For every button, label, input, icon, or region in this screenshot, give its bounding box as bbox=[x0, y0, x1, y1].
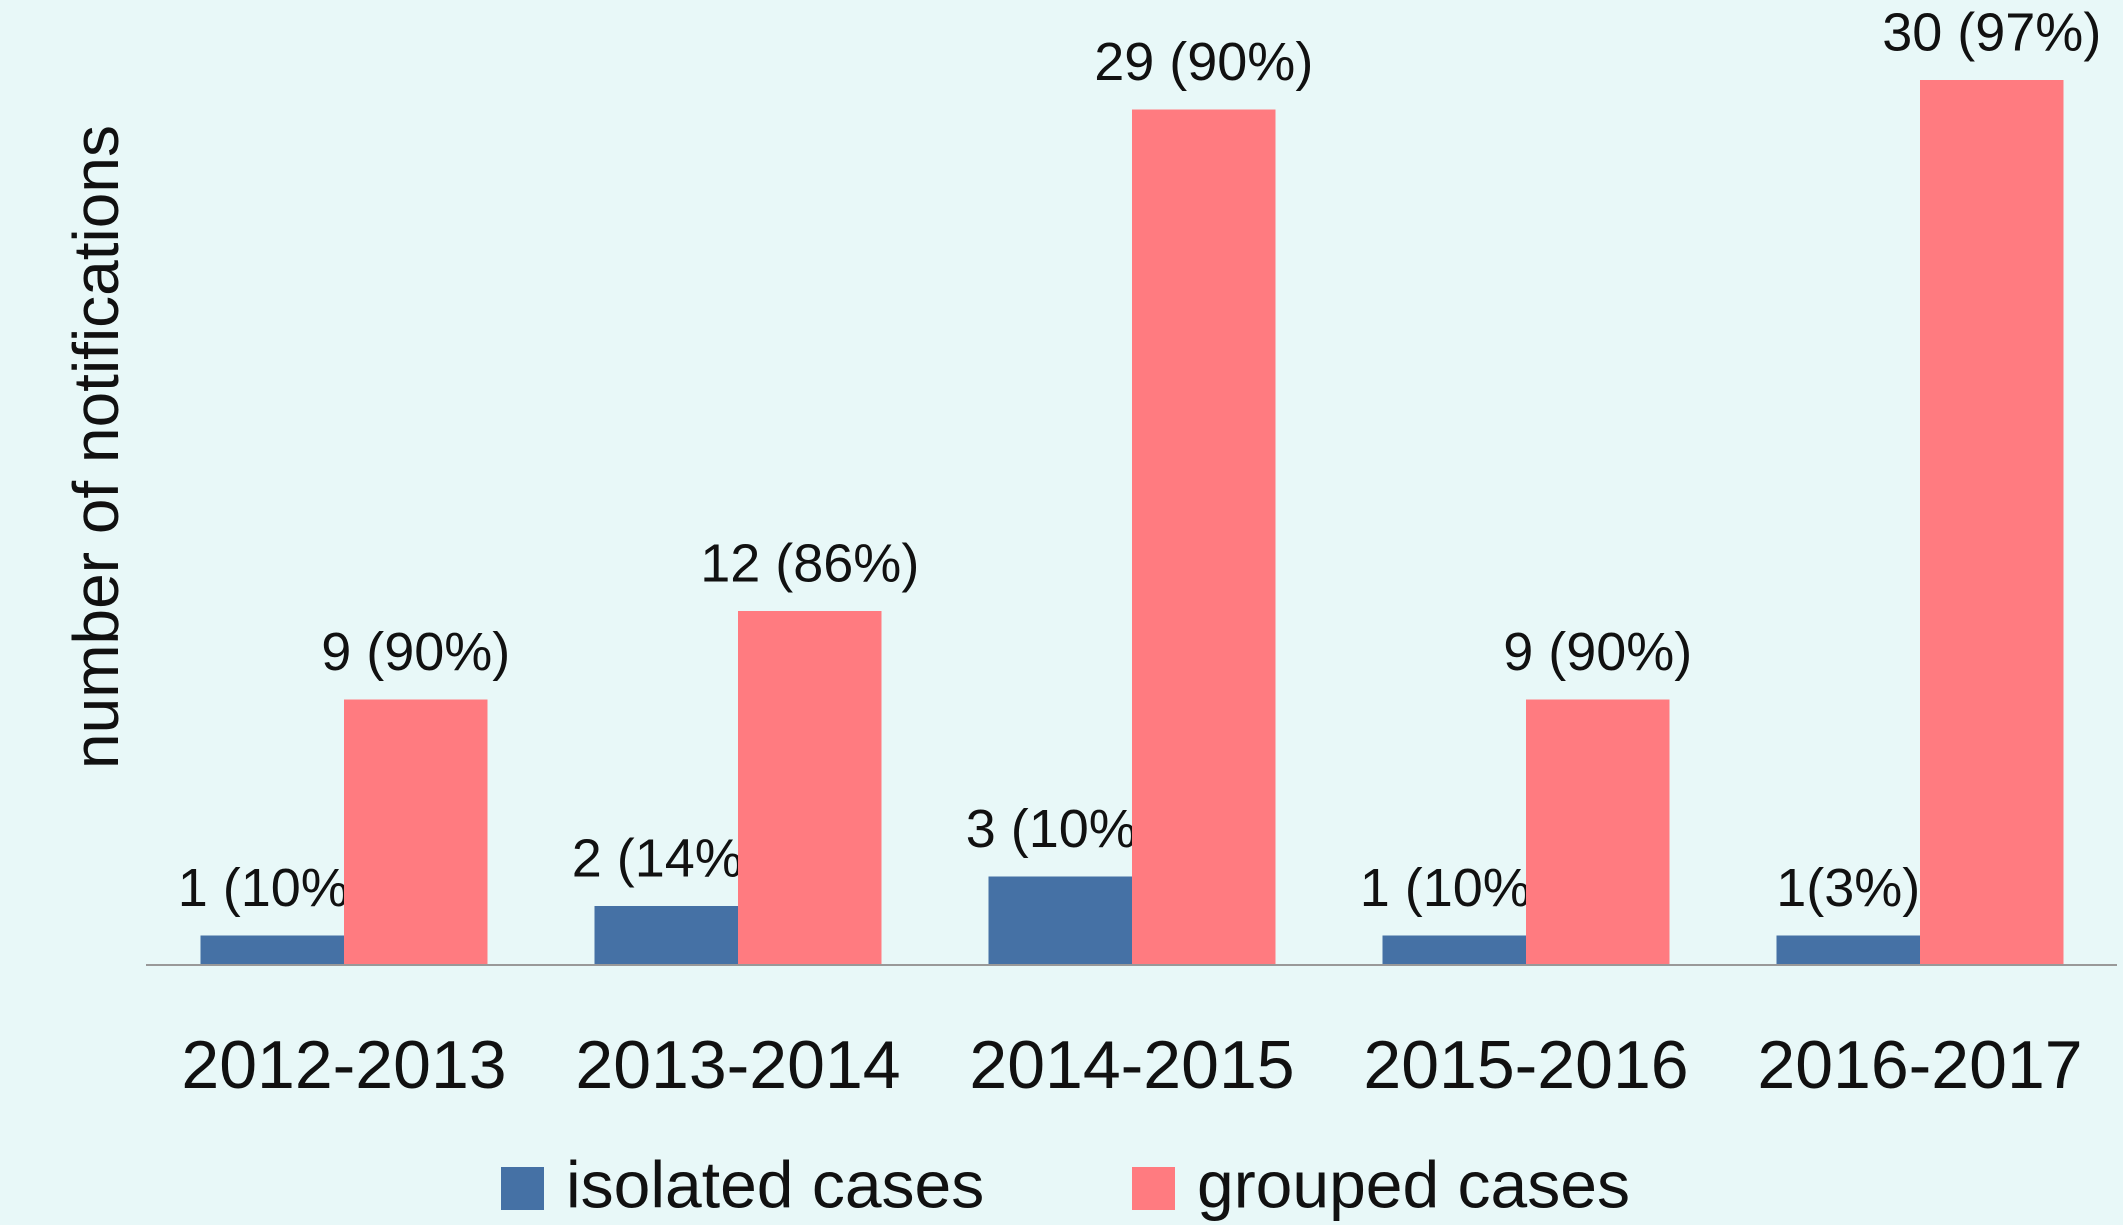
bar bbox=[594, 906, 738, 965]
bar bbox=[738, 611, 882, 965]
bar bbox=[200, 935, 344, 965]
data-label: 9 (90%) bbox=[1503, 622, 1692, 682]
x-tick-label: 2015-2016 bbox=[1363, 1027, 1688, 1103]
bar bbox=[344, 699, 488, 965]
legend-swatch bbox=[1132, 1167, 1175, 1210]
legend-swatch bbox=[501, 1167, 544, 1210]
data-label: 29 (90%) bbox=[1094, 32, 1313, 92]
x-tick-label: 2016-2017 bbox=[1757, 1027, 2082, 1103]
bar bbox=[1132, 109, 1276, 965]
legend-label: isolated cases bbox=[566, 1147, 984, 1221]
data-label: 3 (10%) bbox=[966, 799, 1155, 859]
bar bbox=[988, 876, 1132, 965]
data-label: 30 (97%) bbox=[1882, 2, 2101, 62]
bar bbox=[1526, 699, 1670, 965]
x-tick-label: 2014-2015 bbox=[969, 1027, 1294, 1103]
legend-label: grouped cases bbox=[1197, 1147, 1630, 1221]
y-axis-title: number of notifications bbox=[60, 125, 132, 769]
bar bbox=[1776, 935, 1920, 965]
data-label: 1 (10%) bbox=[178, 858, 367, 918]
data-label: 9 (90%) bbox=[321, 622, 510, 682]
bar bbox=[1920, 80, 2064, 965]
data-label: 1 (10%) bbox=[1360, 858, 1549, 918]
data-label: 2 (14%) bbox=[572, 828, 761, 888]
bar bbox=[1382, 935, 1526, 965]
x-tick-label: 2012-2013 bbox=[181, 1027, 506, 1103]
data-label: 12 (86%) bbox=[700, 533, 919, 593]
x-tick-label: 2013-2014 bbox=[575, 1027, 900, 1103]
data-label: 1(3%) bbox=[1776, 858, 1920, 918]
